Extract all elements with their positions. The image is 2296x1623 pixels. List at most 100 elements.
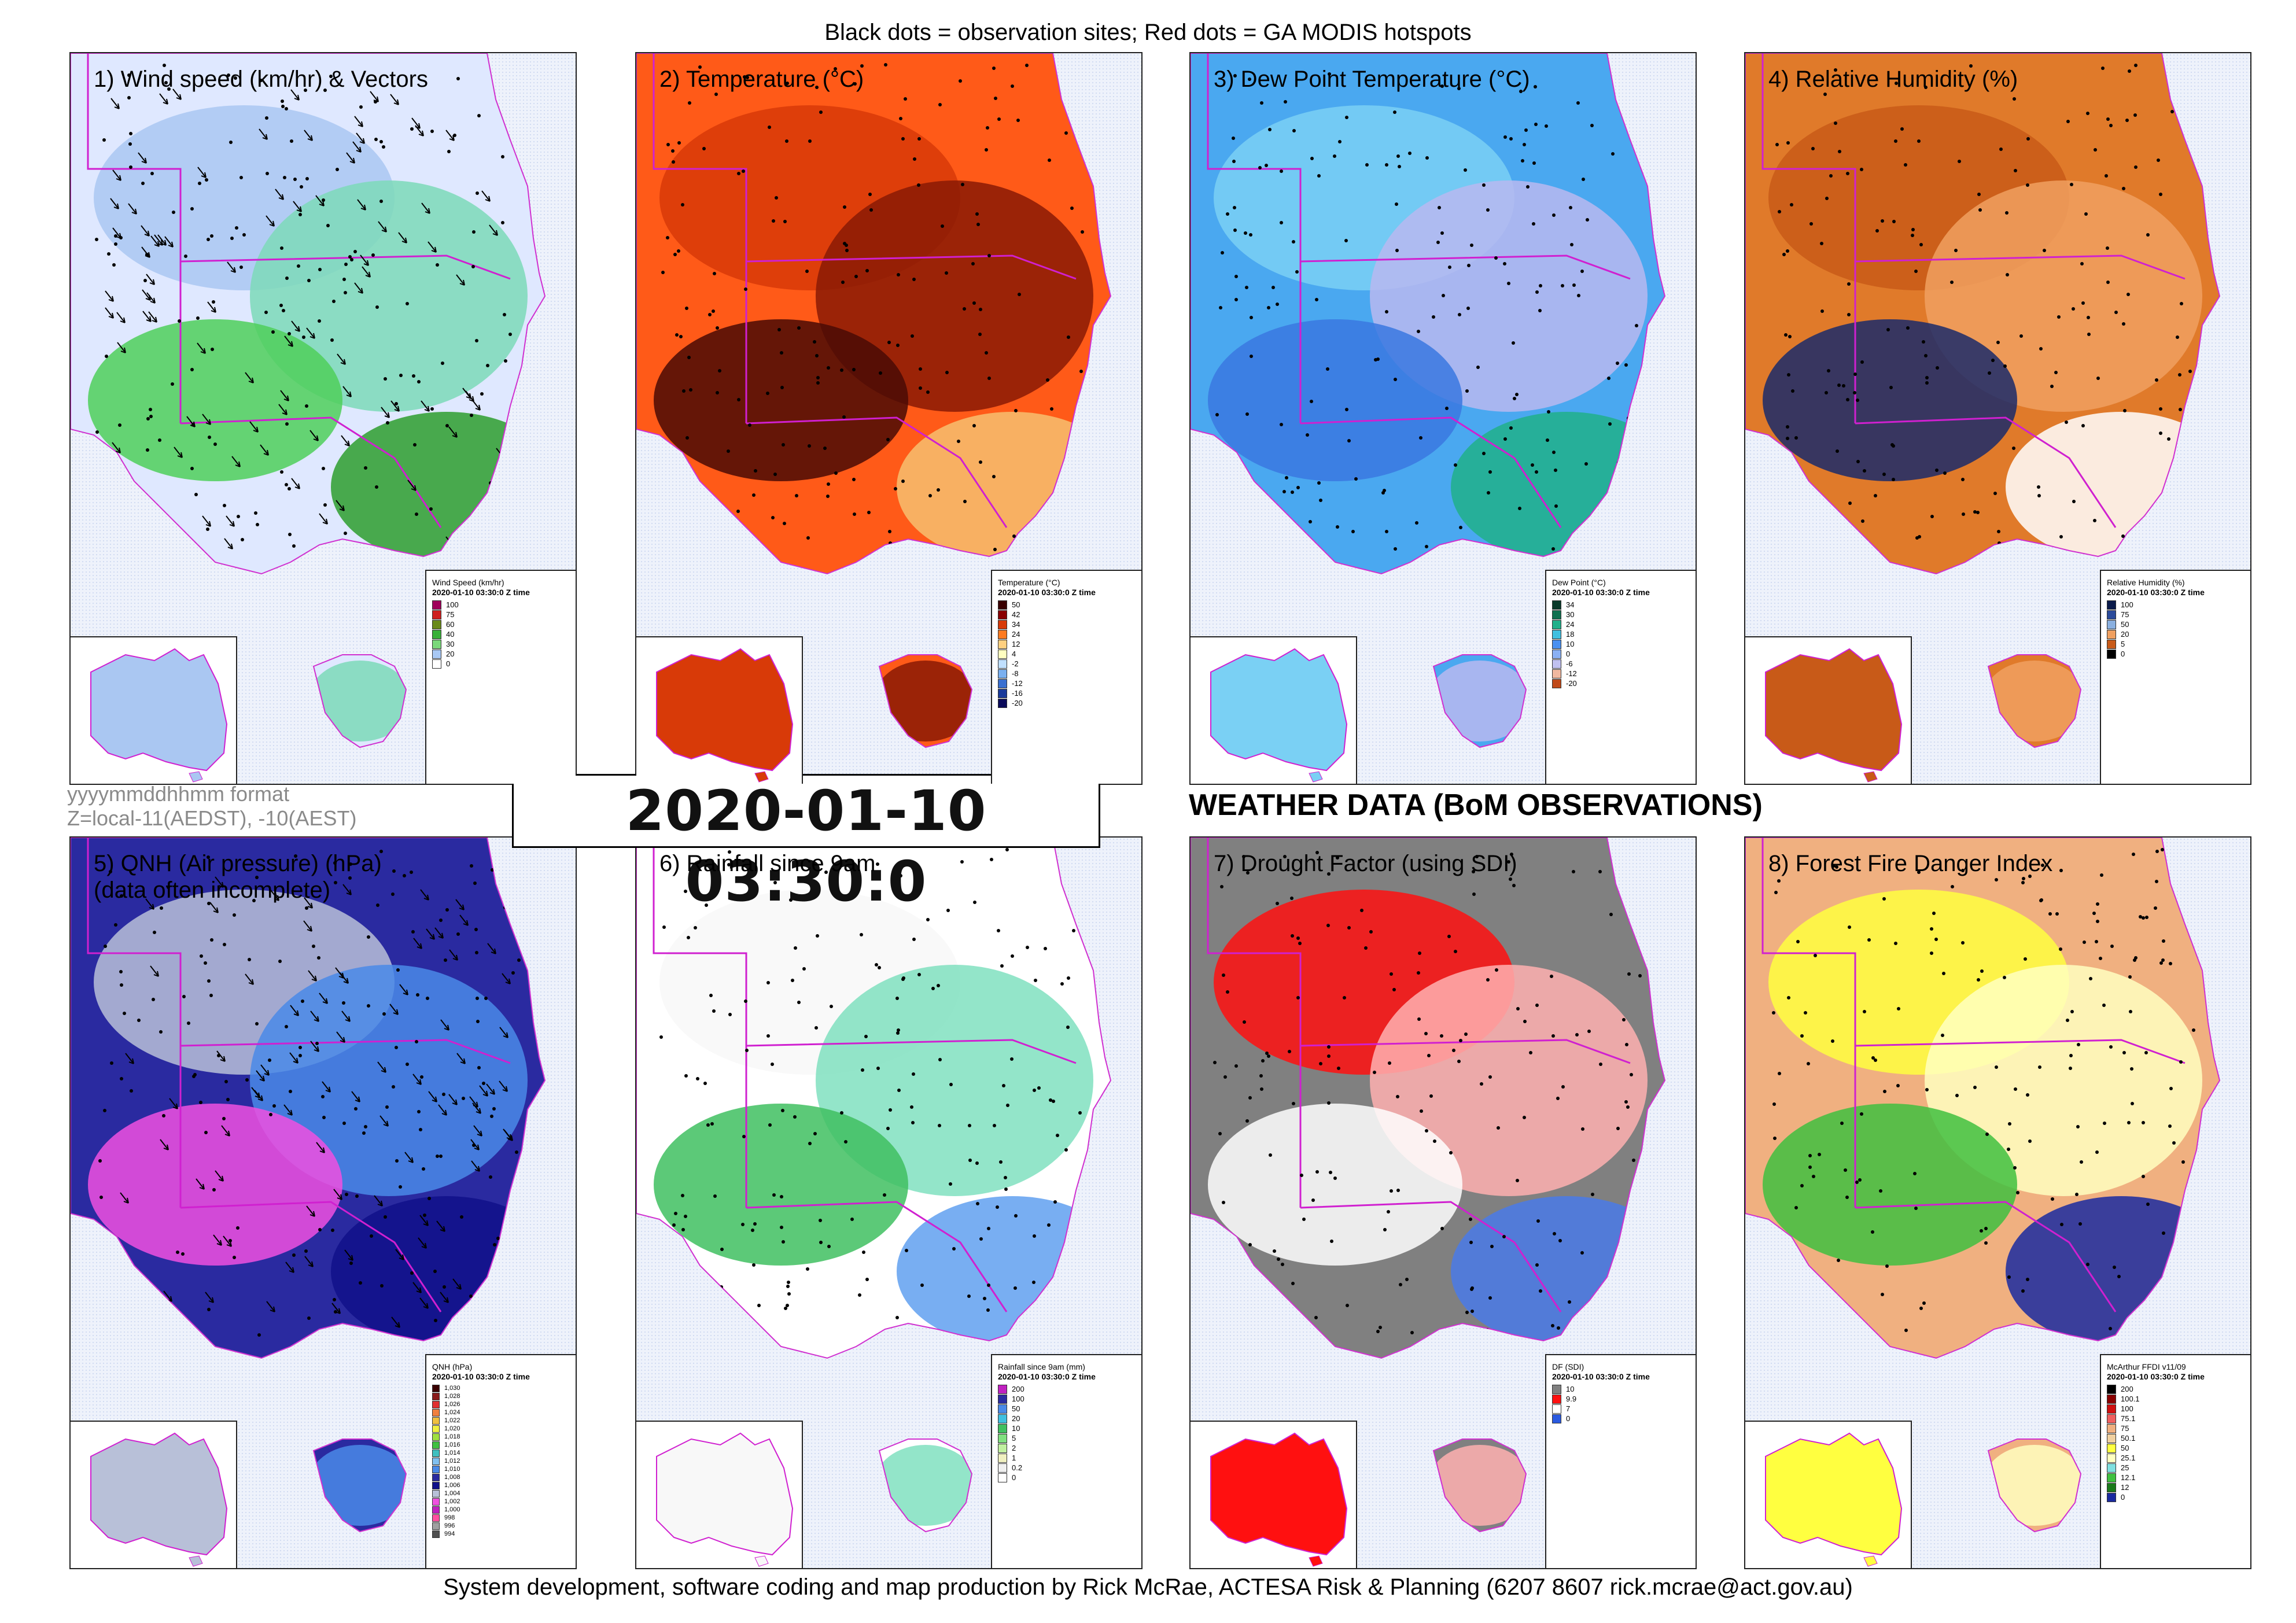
legend-row: 12 (998, 639, 1136, 649)
legend-swatch (998, 610, 1007, 619)
legend-swatch (998, 698, 1007, 708)
legend-label: 100 (2121, 600, 2133, 609)
legend-label: 50 (2121, 620, 2129, 629)
legend-label: 0 (2121, 650, 2125, 658)
legend-swatch (432, 1473, 440, 1481)
legend-row: 1,018 (432, 1433, 570, 1441)
legend-row: 1,028 (432, 1392, 570, 1400)
australia-inset-map (636, 1421, 803, 1568)
legend-row: 0 (432, 659, 570, 669)
legend-swatch (432, 629, 441, 639)
legend-row: 50 (998, 600, 1136, 610)
legend-swatch (2107, 1404, 2116, 1414)
legend-row: 1,022 (432, 1417, 570, 1425)
legend-label: 1,026 (444, 1401, 460, 1408)
legend-swatch (2107, 1414, 2116, 1423)
legend-label: 10 (1012, 1424, 1020, 1433)
legend-swatch (1552, 669, 1561, 678)
legend-swatch (2107, 1384, 2116, 1394)
legend-swatch (432, 1392, 440, 1400)
legend-label: 200 (1012, 1385, 1024, 1393)
state-borders (87, 53, 511, 528)
australia-inset-map (1191, 636, 1357, 784)
legend-label: 25 (2121, 1463, 2129, 1472)
legend-swatch (998, 1404, 1007, 1414)
legend-row: 998 (432, 1514, 570, 1522)
legend-swatch (1552, 639, 1561, 649)
map-panel-temperature: 2) Temperature (°C) Temperature (°C) 2020-… (635, 52, 1143, 785)
legend-swatch (1552, 629, 1561, 639)
legend-time: 2020-01-10 03:30:0 Z time (432, 1372, 530, 1381)
legend-swatch (1552, 1384, 1561, 1394)
legend-label: 75 (2121, 610, 2129, 619)
legend-label: 200 (2121, 1385, 2133, 1393)
legend-swatch (1552, 659, 1561, 669)
legend-label: 5 (2121, 640, 2125, 648)
legend-swatch (998, 1394, 1007, 1404)
legend-row: 0 (2107, 649, 2245, 659)
legend-swatch (2107, 600, 2116, 610)
legend-row: 100.1 (2107, 1394, 2245, 1404)
state-borders (87, 838, 511, 1312)
legend-swatch (432, 1417, 440, 1425)
legend-label: 10 (1566, 1385, 1575, 1393)
legend-label: 1,022 (444, 1417, 460, 1424)
legend-row: -20 (998, 698, 1136, 708)
legend-row: 50.1 (2107, 1433, 2245, 1443)
legend-row: 50 (2107, 619, 2245, 629)
legend-label: 998 (444, 1514, 455, 1521)
legend-row: 1,002 (432, 1497, 570, 1506)
legend-title: DF (SDI) (1552, 1362, 1584, 1371)
map-panel-drought-factor: 7) Drought Factor (using SDI) DF (SDI) 202… (1189, 836, 1697, 1569)
legend-label: 5 (1012, 1434, 1016, 1443)
legend-label: 0 (1566, 650, 1571, 658)
legend-label: 30 (446, 640, 455, 648)
legend-label: 50 (1012, 600, 1020, 609)
legend-swatch (432, 1489, 440, 1497)
legend-label: -2 (1012, 659, 1019, 668)
legend-row: 40 (432, 629, 570, 639)
legend-label: 12.1 (2121, 1473, 2136, 1482)
legend-row: 996 (432, 1522, 570, 1530)
legend-label: 1,008 (444, 1474, 460, 1481)
legend-swatch (1552, 610, 1561, 619)
map-legend: Temperature (°C) 2020-01-10 03:30:0 Z tim… (991, 570, 1141, 784)
legend-swatch (998, 1384, 1007, 1394)
legend-time: 2020-01-10 03:30:0 Z time (998, 1372, 1096, 1381)
legend-row: 1,012 (432, 1457, 570, 1465)
legend-row: -2 (998, 659, 1136, 669)
legend-label: 75 (2121, 1424, 2129, 1433)
legend-swatch (2107, 1394, 2116, 1404)
state-borders (1207, 53, 1631, 528)
legend-row: 100 (2107, 600, 2245, 610)
legend-swatch (432, 1465, 440, 1473)
legend-row: 12 (2107, 1482, 2245, 1492)
legend-swatch (998, 639, 1007, 649)
observation-sites (1775, 64, 2197, 545)
legend-row: 60 (432, 619, 570, 629)
legend-swatch (998, 600, 1007, 610)
legend-title: Dew Point (°C) (1552, 578, 1606, 587)
legend-label: 30 (1566, 610, 1575, 619)
legend-swatch (998, 688, 1007, 698)
panel-title: 3) Dew Point Temperature (°C) (1214, 67, 1530, 92)
legend-swatch (432, 1506, 440, 1514)
map-legend: QNH (hPa) 2020-01-10 03:30:0 Z time 1,030 1… (425, 1354, 576, 1568)
legend-swatch (432, 1530, 440, 1538)
legend-label: 75 (446, 610, 455, 619)
legend-row: 1,024 (432, 1408, 570, 1417)
wind-vectors (105, 88, 506, 549)
legend-label: -6 (1566, 659, 1573, 668)
legend-row: 200 (2107, 1384, 2245, 1394)
legend-swatch (1552, 1394, 1561, 1404)
legend-label: 25.1 (2121, 1454, 2136, 1462)
panel-title: 6) Rainfall since 9am (659, 851, 876, 876)
legend-row: 100 (2107, 1404, 2245, 1414)
australia-inset-map (1745, 636, 1912, 784)
legend-label: -12 (1566, 669, 1577, 678)
legend-label: 34 (1012, 620, 1020, 629)
legend-row: 42 (998, 610, 1136, 619)
legend-swatch (432, 610, 441, 619)
legend-swatch (432, 619, 441, 629)
legend-swatch (2107, 639, 2116, 649)
